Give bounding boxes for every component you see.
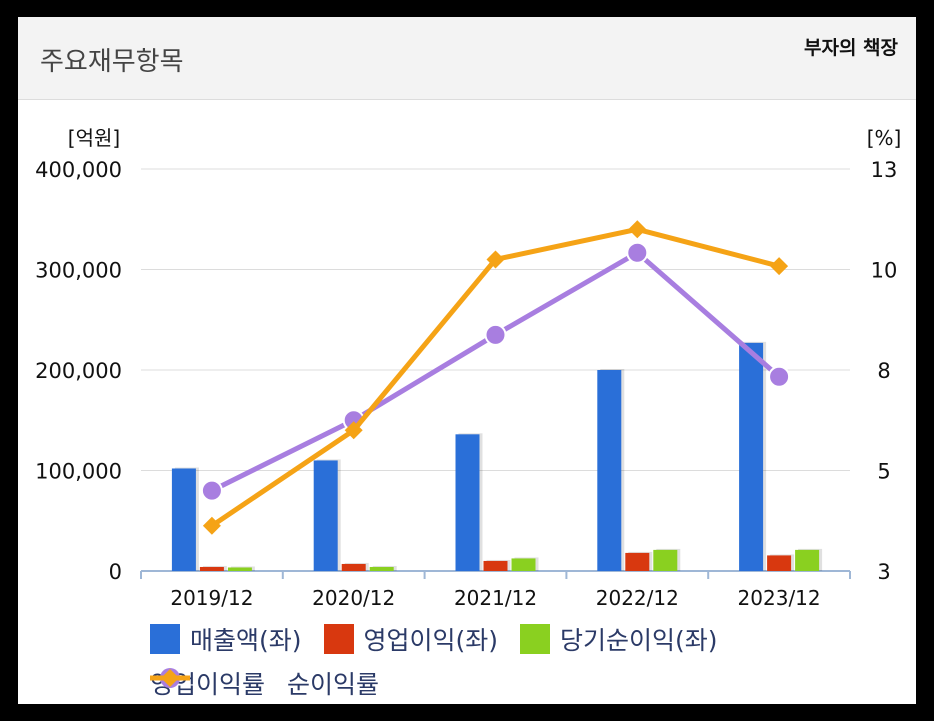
- legend-label: 당기순이익(좌): [560, 626, 718, 655]
- legend-label: 매출액(좌): [190, 626, 302, 655]
- y-right-tick-label: 3: [877, 560, 890, 584]
- legend-item: 매출액(좌): [150, 621, 302, 657]
- y-left-tick-label: 100,000: [35, 460, 122, 484]
- legend-label: 순이익률: [287, 670, 380, 699]
- legend-marker: [150, 669, 190, 687]
- bar-operating-profit: [483, 560, 508, 571]
- chart-card: 주요재무항목 부자의 책장 0 100,000 200,000 300,000 400,…: [18, 17, 916, 704]
- net-margin-point: [202, 516, 221, 535]
- card-header: 주요재무항목 부자의 책장: [18, 17, 916, 100]
- x-tick-label: 2019/12: [170, 586, 253, 610]
- card-title: 주요재무항목: [40, 47, 184, 77]
- y-left-unit: [억원]: [68, 126, 120, 150]
- bar-operating-profit: [199, 566, 224, 571]
- y-right-tick-label: 5: [877, 460, 890, 484]
- bar-net-income: [795, 549, 820, 571]
- y-left-tick-label: 200,000: [35, 359, 122, 383]
- x-tick-label: 2021/12: [454, 586, 537, 610]
- x-tick-label: 2022/12: [596, 586, 679, 610]
- net-margin-point: [770, 257, 789, 276]
- legend-swatch: [150, 624, 180, 654]
- y-right-tick-label: 8: [877, 359, 890, 383]
- y-left-tick-label: 0: [109, 560, 122, 584]
- bar-net-income: [653, 549, 678, 571]
- y-left-tick-label: 300,000: [35, 259, 122, 283]
- net-margin-point: [344, 421, 363, 440]
- bar-net-income: [369, 566, 394, 571]
- operating-margin-point: [626, 241, 649, 264]
- operating-margin-point: [768, 365, 791, 388]
- net-margin-line: [210, 226, 780, 528]
- financial-chart: 0 100,000 200,000 300,000 400,000 3 5 8 10 13 [억원]…: [35, 126, 902, 610]
- bar-revenue: [739, 342, 764, 571]
- brand-label: 부자의 책장: [803, 37, 898, 59]
- bar-revenue: [597, 370, 622, 571]
- operating-margin-line: [210, 250, 781, 493]
- bar-operating-profit: [625, 552, 650, 571]
- bar-revenue: [171, 468, 196, 571]
- legend-swatch: [323, 624, 354, 654]
- bar-operating-profit: [767, 555, 792, 571]
- y-right-tick-label: 10: [871, 259, 898, 283]
- bar-revenue: [455, 434, 480, 571]
- y-right-unit: [%]: [867, 126, 902, 150]
- bar-revenue: [313, 460, 338, 571]
- legend-item: 당기순이익(좌): [520, 621, 718, 657]
- y-right-tick-label: 13: [871, 158, 898, 182]
- legend-label: 영업이익(좌): [363, 626, 499, 655]
- x-tick-label: 2020/12: [312, 586, 395, 610]
- net-margin-point: [486, 250, 505, 269]
- operating-margin-point: [484, 323, 507, 346]
- legend-item: 순이익률: [150, 665, 380, 701]
- operating-margin-point: [200, 479, 223, 502]
- bar-net-income: [511, 558, 536, 571]
- y-left-tick-label: 400,000: [35, 158, 122, 182]
- bar-net-income: [227, 567, 252, 571]
- net-margin-point: [628, 220, 647, 239]
- legend-swatch: [520, 624, 551, 654]
- legend-item: 영업이익(좌): [323, 621, 499, 657]
- x-tick-label: 2023/12: [738, 586, 821, 610]
- bar-operating-profit: [341, 563, 366, 571]
